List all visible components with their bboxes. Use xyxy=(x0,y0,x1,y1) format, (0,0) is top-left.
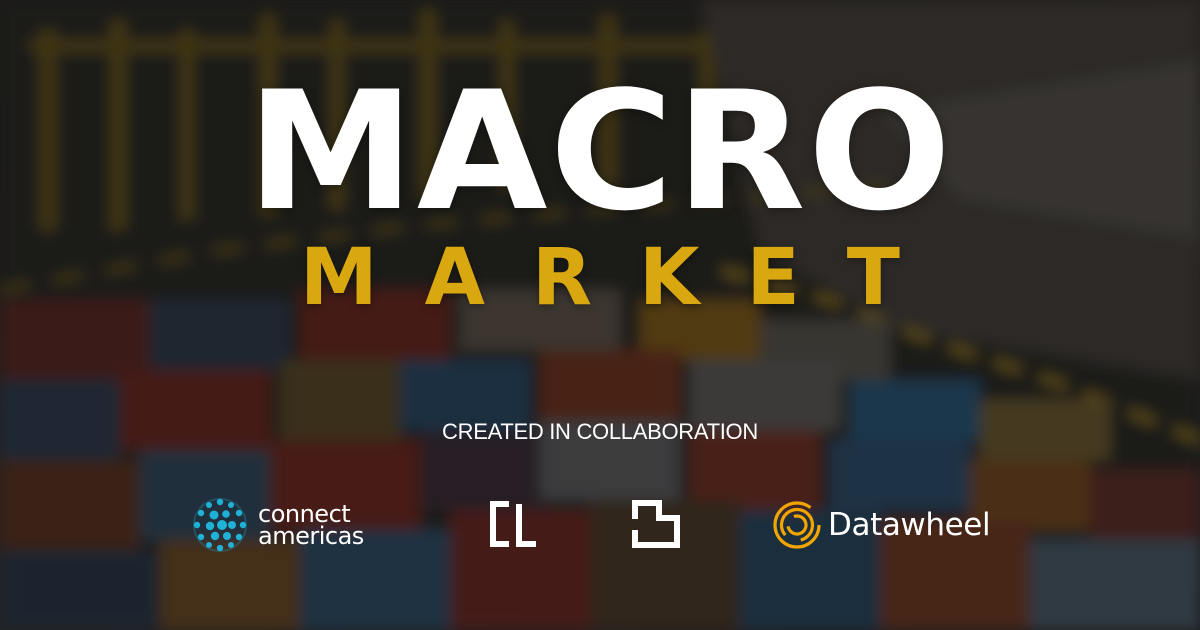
banner-subtitle: MARKET xyxy=(300,233,947,323)
partner-logos-row: connect americas xyxy=(0,490,1200,560)
connect-americas-line2: americas xyxy=(258,522,364,550)
cl-bracket-logo-icon xyxy=(490,501,536,547)
cl-partner-logo[interactable] xyxy=(489,501,539,547)
connect-americas-line1: connect xyxy=(258,500,351,528)
connect-americas-globe-icon xyxy=(193,498,247,552)
square-partner-logo[interactable] xyxy=(632,500,680,548)
step-square-logo-icon xyxy=(632,500,680,548)
datawheel-rings-icon xyxy=(773,501,821,549)
banner-title: MACRO xyxy=(246,56,954,247)
connect-americas-logo[interactable]: connect americas xyxy=(192,494,364,556)
collaboration-tagline: CREATED IN COLLABORATION xyxy=(442,419,758,444)
datawheel-wordmark: Datawheel xyxy=(828,507,991,543)
datawheel-logo[interactable]: Datawheel xyxy=(772,498,991,552)
